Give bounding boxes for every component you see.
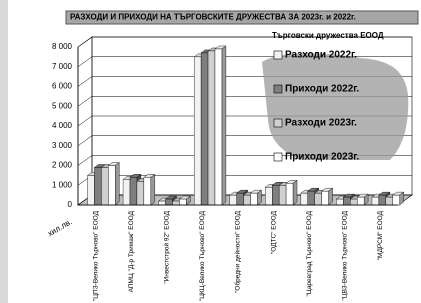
legend-label: Разходи 2022г. — [285, 50, 357, 61]
legend-label: Разходи 2023г. — [285, 118, 357, 129]
bar — [230, 195, 237, 205]
x-tick-label: АПМЦ "Д-р Тримаж" ЕООД — [128, 210, 135, 292]
y-tick-label: 5 000 — [52, 101, 73, 110]
bar — [123, 179, 130, 205]
bar — [144, 177, 151, 205]
bar — [393, 195, 400, 205]
legend-swatch — [274, 119, 282, 127]
bar — [386, 197, 393, 205]
legend-title: Търговски дружества ЕООД — [272, 31, 384, 40]
bar — [286, 183, 293, 205]
y-tick-label: 3 000 — [52, 141, 73, 150]
bar-side — [222, 46, 226, 205]
bar — [336, 199, 343, 205]
bar — [322, 191, 329, 205]
bar-side — [293, 180, 297, 205]
bar — [159, 201, 166, 205]
bar — [301, 193, 308, 205]
bar — [101, 167, 108, 205]
bar — [215, 49, 222, 205]
bar — [94, 167, 101, 205]
bar-side — [151, 174, 155, 205]
y-tick-label: 1 000 — [52, 180, 73, 189]
y-axis-label: хил.лв. — [46, 217, 73, 238]
y-tick-label: 2 000 — [52, 161, 73, 170]
y-tick-label: 0 — [68, 200, 73, 209]
bar — [343, 197, 350, 205]
legend-swatch — [274, 153, 282, 161]
legend-decoration — [262, 53, 408, 160]
legend-label: Приходи 2022г. — [285, 84, 359, 95]
bar — [244, 195, 251, 205]
x-tick-label: "Инвестстрой 92" ЕООД — [163, 210, 171, 283]
x-tick-label: "ЦВЗ-Велико Търново" ЕООД — [341, 210, 348, 300]
bar — [372, 197, 379, 205]
bar — [172, 201, 179, 205]
bar — [179, 199, 186, 205]
x-tick-label: "ОДТС" ЕООД — [270, 210, 277, 254]
y-tick-label: 7 000 — [52, 62, 73, 71]
legend-swatch — [274, 85, 282, 93]
chart: РАЗХОДИ И ПРИХОДИ НА ТЪРГОВСКИТЕ ДРУЖЕСТ… — [0, 0, 421, 303]
bar — [237, 193, 244, 205]
legend: Търговски дружества ЕООД Разходи 2022г. П… — [262, 31, 408, 163]
bar — [137, 181, 144, 205]
y-tick-label: 6 000 — [52, 82, 73, 91]
bar — [357, 197, 364, 205]
x-tick-label: "Обредни дейности" ЕООД — [234, 210, 242, 293]
x-tick-label: "МДРСМ" ЕООД — [377, 210, 384, 260]
bar — [350, 199, 357, 205]
bar-side — [115, 163, 119, 206]
bar — [272, 185, 279, 205]
side-strip — [0, 0, 8, 303]
bar — [108, 166, 115, 206]
legend-label: Приходи 2023г. — [285, 152, 359, 163]
bar — [88, 175, 95, 205]
bar — [251, 193, 258, 205]
bar — [315, 193, 322, 205]
legend-swatch — [274, 51, 282, 59]
bar — [379, 195, 386, 205]
bar — [130, 177, 137, 205]
bar — [308, 191, 315, 205]
bar — [194, 57, 201, 205]
y-tick-label: 8 000 — [52, 42, 73, 51]
bar — [265, 187, 272, 205]
chart-title: РАЗХОДИ И ПРИХОДИ НА ТЪРГОВСКИТЕ ДРУЖЕСТ… — [70, 13, 356, 22]
y-tick-label: 4 000 — [52, 121, 73, 130]
bar — [208, 51, 215, 205]
bar — [166, 199, 173, 205]
bar-side — [329, 188, 333, 205]
x-tick-label: "ЦКЦ-Велико Търново" ЕООД — [199, 210, 206, 301]
bar — [279, 185, 286, 205]
x-tick-label: "ЦПЗ-Велико Търново" ЕООД — [92, 210, 99, 301]
bar — [201, 53, 208, 205]
x-tick-label: "Царевград Търново" ЕООД — [306, 210, 313, 296]
